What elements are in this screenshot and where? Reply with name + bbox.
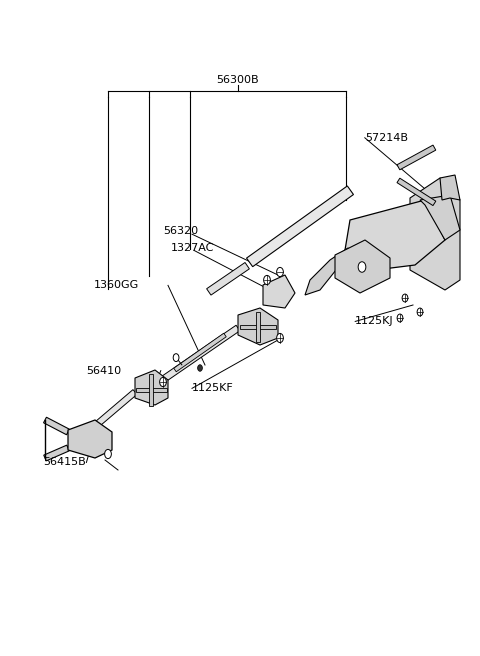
Polygon shape [247, 186, 353, 267]
Polygon shape [240, 325, 276, 329]
Polygon shape [149, 374, 154, 406]
Polygon shape [44, 417, 70, 435]
Polygon shape [136, 388, 167, 392]
Polygon shape [420, 195, 460, 240]
Text: 56320: 56320 [163, 226, 198, 236]
Text: 1327AC: 1327AC [170, 243, 214, 253]
Polygon shape [68, 420, 112, 458]
Circle shape [397, 314, 403, 322]
Circle shape [402, 294, 408, 302]
Polygon shape [440, 175, 460, 200]
Circle shape [358, 262, 366, 272]
Circle shape [264, 276, 270, 285]
Text: 56415B: 56415B [43, 457, 86, 468]
Polygon shape [206, 262, 250, 295]
Polygon shape [44, 445, 69, 461]
Text: 57214B: 57214B [365, 133, 408, 143]
Polygon shape [135, 370, 168, 405]
Circle shape [105, 449, 111, 459]
Polygon shape [174, 333, 226, 372]
Polygon shape [238, 308, 278, 345]
Text: 1125KJ: 1125KJ [355, 316, 394, 327]
Polygon shape [345, 200, 445, 270]
Circle shape [160, 377, 167, 386]
Polygon shape [263, 275, 295, 308]
Circle shape [173, 354, 179, 361]
Polygon shape [86, 390, 137, 434]
Polygon shape [397, 178, 436, 205]
Circle shape [276, 268, 283, 277]
Polygon shape [410, 178, 460, 290]
Polygon shape [397, 145, 436, 170]
Text: 56300B: 56300B [216, 75, 259, 85]
Text: 1125KF: 1125KF [192, 383, 234, 394]
Polygon shape [335, 240, 390, 293]
Polygon shape [255, 312, 260, 342]
Text: 56410: 56410 [86, 365, 121, 376]
Circle shape [198, 365, 203, 371]
Circle shape [276, 333, 283, 342]
Circle shape [417, 308, 423, 316]
Polygon shape [153, 325, 240, 388]
Polygon shape [305, 248, 355, 295]
Text: 1360GG: 1360GG [94, 280, 139, 291]
